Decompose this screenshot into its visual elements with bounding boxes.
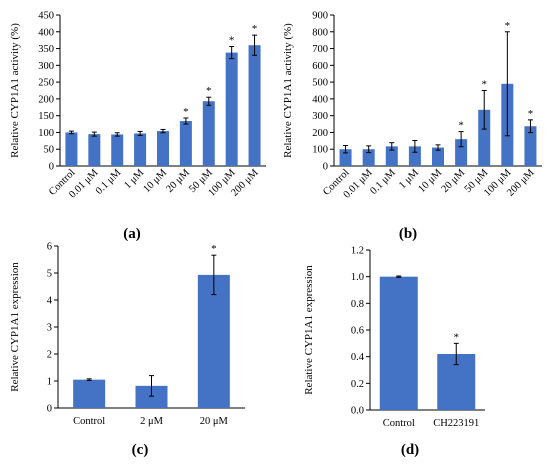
y-tick-label: 300 [312,111,328,122]
y-axis-label: Relative CYP1A1 expression [303,265,315,395]
significance-marker: * [183,106,189,118]
y-tick-label: 100 [38,128,54,139]
y-tick-label: 700 [312,44,328,55]
panel-label: (a) [123,226,141,242]
x-tick-label: 2 μM [140,416,164,427]
bar [202,101,215,166]
bar [455,139,468,166]
bar [157,131,169,166]
significance-marker: * [458,120,464,132]
bar [408,146,421,166]
panel-label: (c) [132,442,149,458]
significance-marker: * [206,85,212,97]
y-tick-label: 800 [312,27,328,38]
bar [385,146,398,166]
y-tick-label: 6 [47,242,52,253]
y-tick-label: 50 [44,145,55,156]
y-tick-label: 450 [38,11,54,22]
x-tick-label: 20 μM [440,167,468,195]
y-tick-label: 150 [38,111,54,122]
bar [111,134,124,166]
x-tick-label: CH223191 [433,418,479,429]
y-tick-label: 300 [38,61,54,72]
y-axis-label: Relative CYP1A1 activity (%) [9,23,21,158]
x-tick-label: 10 μM [416,167,444,195]
y-axis-label: Relative CYP1A1 activity (%) [282,23,294,158]
y-tick-label: 250 [38,78,54,89]
bar [248,45,261,167]
bar [432,147,444,166]
bar [362,149,375,166]
bar [134,133,147,166]
chart-panel-a: 0 50 100 150 200 250 300 350 400 450 Relative CYP1… [9,11,266,242]
y-tick-label: 350 [38,44,54,55]
y-tick-label: 0.8 [351,299,364,310]
bar [73,379,106,408]
bar [225,52,238,166]
significance-marker: * [505,20,511,32]
y-tick-label: 600 [312,61,328,72]
panel-label: (b) [399,226,417,242]
bar [339,149,352,166]
y-tick-label: 0.2 [351,379,364,390]
x-tick-label: Control [383,418,415,429]
y-axis-label: Relative CYP1A1 expression [9,262,21,392]
y-tick-label: 200 [38,94,54,105]
y-tick-label: 0.4 [351,352,365,363]
significance-marker: * [229,35,235,47]
bar [524,126,537,166]
significance-marker: * [528,108,534,120]
x-tick-label: 20 μM [200,416,229,427]
y-tick-label: 4 [47,296,53,307]
significance-marker: * [252,23,258,35]
y-tick-label: 0 [47,404,52,415]
chart-panel-c: 0 1 2 3 4 5 6 Relative CYP1A1 expression Control… [9,242,245,458]
significance-marker: * [481,79,487,91]
y-tick-label: 500 [312,78,328,89]
y-tick-label: 0.6 [351,326,364,337]
significance-marker: * [454,331,460,343]
panel-label: (d) [401,442,419,458]
chart-panel-b: 0 100 200 300 400 500 600 700 800 900 Relative CYP… [282,11,542,242]
y-tick-label: 2 [47,350,52,361]
bar [379,276,418,410]
y-tick-label: 0.0 [351,406,364,417]
y-tick-label: 3 [47,323,52,334]
bar [65,132,78,166]
x-tick-label: 0.1 μM [368,167,398,197]
bar [197,274,230,408]
bar [478,109,491,166]
y-tick-label: 900 [312,11,328,22]
x-tick-label: 10 μM [141,167,169,195]
bar [179,121,192,166]
y-tick-label: 400 [38,27,54,38]
y-tick-label: 1.2 [351,246,364,257]
chart-panel-d: 0.0 0.2 0.4 0.6 0.8 1.0 1.2 Relative CYP1A1 exp… [303,246,485,458]
significance-marker: * [211,243,217,255]
y-tick-label: 1.0 [351,272,364,283]
x-tick-label: 0.1 μM [94,167,124,197]
y-tick-label: 0 [49,162,54,173]
y-tick-label: 200 [312,128,328,139]
y-tick-label: 5 [47,269,52,280]
y-tick-label: 0 [323,162,328,173]
y-tick-label: 1 [47,377,52,388]
bar [88,134,101,166]
x-tick-label: Control [73,416,105,427]
y-tick-label: 100 [312,145,328,156]
bar [135,385,168,408]
y-tick-label: 400 [312,94,328,105]
x-tick-label: 20 μM [164,167,192,195]
